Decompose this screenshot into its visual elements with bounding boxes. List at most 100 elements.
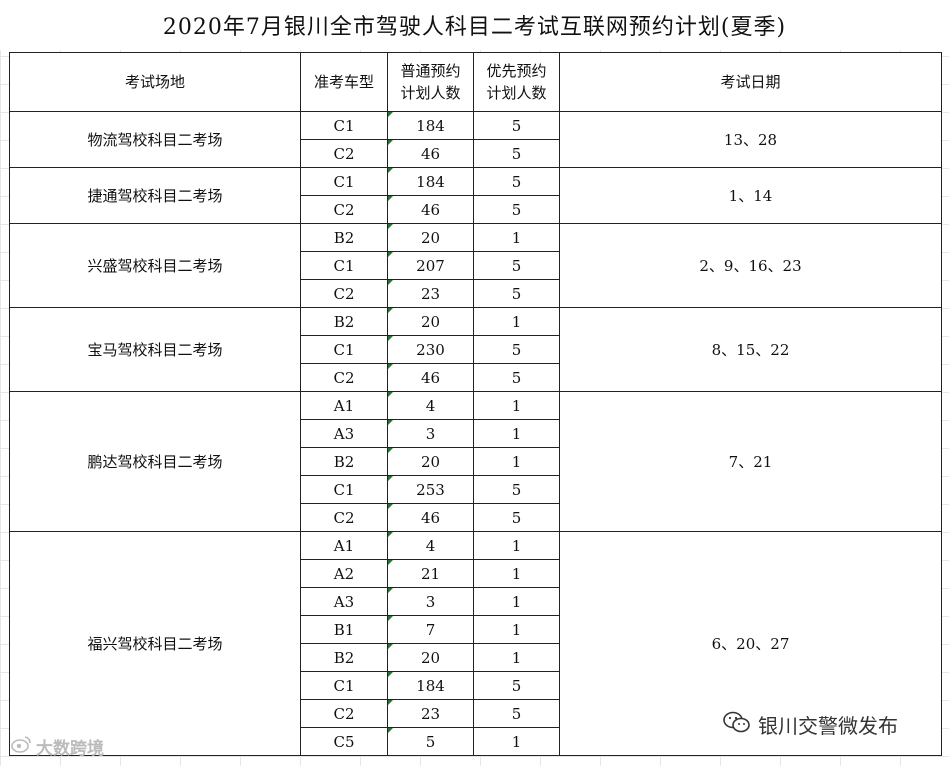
table-row: 鹏达驾校科目二考场 A1 4 1 7、21 (9, 391, 942, 532)
normal-quota-cell: 20 (387, 223, 474, 252)
car-type-cell: B2 (300, 447, 388, 476)
normal-quota-cell: 46 (387, 363, 474, 392)
normal-quota-cell: 253 (387, 475, 474, 504)
car-type-cell: C2 (300, 195, 388, 224)
normal-quota-cell: 46 (387, 139, 474, 168)
priority-quota-cell: 1 (473, 587, 560, 616)
normal-quota-cell: 184 (387, 671, 474, 700)
priority-quota-cell: 5 (473, 671, 560, 700)
normal-quota-cell: 4 (387, 391, 474, 420)
header-normal-line1: 普通预约 (400, 62, 461, 80)
priority-quota-cell: 1 (473, 727, 560, 756)
priority-quota-cell: 1 (473, 559, 560, 588)
car-type-cell: B2 (300, 223, 388, 252)
header-row: 考试场地 准考车型 普通预约 计划人数 优先预约 计划人数 考试日期 (9, 52, 942, 112)
priority-quota-cell: 5 (473, 279, 560, 308)
car-type-cell: C1 (300, 251, 388, 280)
priority-quota-cell: 1 (473, 643, 560, 672)
header-exam-dates: 考试日期 (559, 52, 942, 112)
priority-quota-cell: 5 (473, 699, 560, 728)
normal-quota-cell: 184 (387, 167, 474, 196)
normal-quota-cell: 230 (387, 335, 474, 364)
normal-quota-cell: 46 (387, 195, 474, 224)
car-type-cell: C1 (300, 335, 388, 364)
exam-dates-cell: 8、15、22 (559, 307, 942, 392)
table-row: C2 46 5 (10, 195, 942, 224)
normal-quota-cell: 20 (387, 307, 474, 336)
priority-quota-cell: 5 (473, 167, 560, 196)
normal-quota-cell: 207 (387, 251, 474, 280)
priority-quota-cell: 1 (473, 223, 560, 252)
priority-quota-cell: 1 (473, 391, 560, 420)
table-row: 兴盛驾校科目二考场 B2 20 1 2、9、16、23 (9, 223, 942, 308)
normal-quota-cell: 184 (387, 111, 474, 140)
table-row: 捷通驾校科目二考场 C1 184 5 1、14 (9, 167, 942, 224)
table-row: 宝马驾校科目二考场 B2 20 1 8、15、22 (9, 307, 942, 392)
car-type-cell: C2 (300, 139, 388, 168)
priority-quota-cell: 5 (473, 363, 560, 392)
car-type-cell: C1 (300, 671, 388, 700)
car-type-cell: C1 (300, 475, 388, 504)
car-type-cell: C2 (300, 363, 388, 392)
priority-quota-cell: 1 (473, 531, 560, 560)
header-priority-line1: 优先预约 (486, 62, 547, 80)
table-row: B1 7 1 (10, 615, 942, 644)
table-row: 福兴驾校科目二考场 A1 4 1 6、20、27 (9, 531, 942, 756)
normal-quota-cell: 23 (387, 699, 474, 728)
normal-quota-cell: 20 (387, 643, 474, 672)
watermark-left: 大数跨境 (10, 734, 104, 759)
exam-dates-cell: 7、21 (559, 391, 942, 532)
normal-quota-cell: 7 (387, 615, 474, 644)
normal-quota-cell: 4 (387, 531, 474, 560)
normal-quota-cell: 3 (387, 419, 474, 448)
car-type-cell: A3 (300, 587, 388, 616)
watermark-right: 银川交警微发布 (722, 710, 898, 739)
watermark-left-text: 大数跨境 (36, 739, 104, 759)
car-type-cell: B2 (300, 307, 388, 336)
normal-quota-cell: 23 (387, 279, 474, 308)
priority-quota-cell: 5 (473, 139, 560, 168)
page-title: 2020年7月银川全市驾驶人科目二考试互联网预约计划(夏季) (0, 0, 949, 50)
header-site: 考试场地 (9, 52, 301, 112)
table-row: A3 3 1 (10, 587, 942, 616)
priority-quota-cell: 1 (473, 307, 560, 336)
table-row: C2 46 5 (10, 139, 942, 168)
site-name: 福兴驾校科目二考场 (9, 531, 301, 756)
site-name: 兴盛驾校科目二考场 (9, 223, 301, 308)
priority-quota-cell: 1 (473, 447, 560, 476)
priority-quota-cell: 1 (473, 615, 560, 644)
normal-quota-cell: 21 (387, 559, 474, 588)
exam-dates-cell: 2、9、16、23 (559, 223, 942, 308)
site-name: 捷通驾校科目二考场 (9, 167, 301, 224)
site-name: 物流驾校科目二考场 (9, 111, 301, 168)
car-type-cell: C2 (300, 503, 388, 532)
car-type-cell: C1 (300, 167, 388, 196)
table-row: A2 21 1 (10, 559, 942, 588)
watermark-right-text: 银川交警微发布 (758, 714, 898, 738)
normal-quota-cell: 3 (387, 587, 474, 616)
exam-dates-cell: 6、20、27 (559, 531, 942, 756)
priority-quota-cell: 5 (473, 475, 560, 504)
weibo-icon (10, 735, 32, 758)
priority-quota-cell: 5 (473, 111, 560, 140)
table-row: B2 20 1 (10, 643, 942, 672)
header-normal-quota: 普通预约 计划人数 (387, 52, 474, 112)
table-row: A3 3 1 (10, 419, 942, 448)
car-type-cell: A1 (300, 391, 388, 420)
car-type-cell: C2 (300, 279, 388, 308)
car-type-cell: B1 (300, 615, 388, 644)
car-type-cell: C1 (300, 111, 388, 140)
wechat-icon (722, 710, 752, 739)
car-type-cell: C2 (300, 699, 388, 728)
priority-quota-cell: 5 (473, 335, 560, 364)
header-priority-quota: 优先预约 计划人数 (473, 52, 560, 112)
priority-quota-cell: 5 (473, 251, 560, 280)
exam-plan-table: 考试场地 准考车型 普通预约 计划人数 优先预约 计划人数 考试日期 物流驾校科… (9, 52, 942, 756)
normal-quota-cell: 5 (387, 727, 474, 756)
normal-quota-cell: 46 (387, 503, 474, 532)
car-type-cell: C5 (300, 727, 388, 756)
site-name: 鹏达驾校科目二考场 (9, 391, 301, 532)
priority-quota-cell: 1 (473, 419, 560, 448)
priority-quota-cell: 5 (473, 503, 560, 532)
exam-dates-cell: 1、14 (559, 167, 942, 224)
